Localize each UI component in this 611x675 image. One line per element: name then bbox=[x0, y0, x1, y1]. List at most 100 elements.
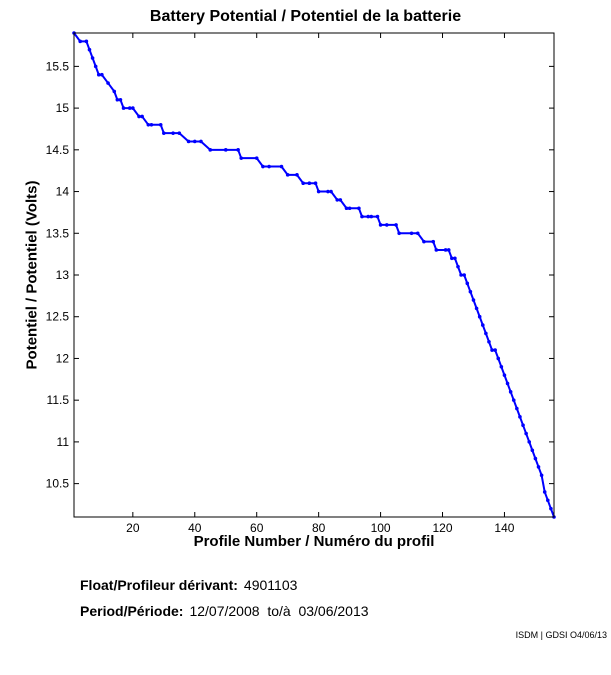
credit-text: ISDM | GDSI O4/06/13 bbox=[515, 630, 607, 640]
data-point bbox=[443, 248, 448, 252]
data-point bbox=[536, 465, 541, 469]
data-point bbox=[459, 273, 463, 277]
data-point bbox=[326, 189, 330, 194]
chart-title: Battery Potential / Potentiel de la batt… bbox=[149, 8, 462, 25]
data-point bbox=[267, 164, 271, 169]
data-point bbox=[87, 47, 92, 52]
data-point bbox=[542, 490, 547, 494]
x-axis-label: Profile Number / Numéro du profil bbox=[193, 533, 435, 550]
data-point bbox=[434, 248, 439, 252]
data-point bbox=[115, 97, 120, 102]
data-point bbox=[521, 423, 525, 428]
y-tick-label: 13 bbox=[56, 268, 70, 282]
y-tick-label: 11.5 bbox=[47, 393, 70, 407]
data-point bbox=[90, 56, 95, 60]
data-point bbox=[465, 281, 470, 286]
data-point bbox=[208, 148, 213, 152]
data-point bbox=[549, 506, 553, 511]
data-point bbox=[505, 381, 510, 386]
data-point bbox=[239, 156, 244, 160]
data-point bbox=[301, 181, 305, 186]
data-point bbox=[285, 173, 290, 177]
y-tick-label: 13.5 bbox=[46, 226, 70, 240]
plot-frame bbox=[73, 32, 555, 518]
float-label: Float/Profileur dérivant: bbox=[80, 577, 238, 593]
data-point bbox=[394, 223, 398, 227]
float-value: 4901103 bbox=[243, 577, 298, 593]
float-info: Float/Profileur dérivant: 4901103 bbox=[80, 577, 297, 593]
data-point bbox=[236, 148, 240, 152]
data-point bbox=[456, 264, 460, 269]
data-point bbox=[360, 214, 364, 219]
data-point bbox=[369, 214, 374, 219]
data-point bbox=[366, 214, 370, 219]
y-tick-label: 14.5 bbox=[46, 143, 70, 157]
period-value: 12/07/2008 to/à 03/06/2013 bbox=[189, 603, 369, 619]
data-point bbox=[347, 206, 352, 211]
data-point bbox=[192, 139, 197, 144]
data-point bbox=[450, 256, 454, 261]
data-point bbox=[140, 114, 144, 119]
data-point bbox=[131, 106, 135, 110]
data-point bbox=[502, 373, 507, 377]
data-point bbox=[149, 122, 154, 127]
data-point bbox=[199, 139, 203, 144]
data-point bbox=[409, 231, 414, 236]
data-point bbox=[186, 139, 191, 144]
data-point bbox=[146, 122, 151, 127]
x-tick-label: 40 bbox=[188, 521, 202, 535]
data-point bbox=[511, 398, 516, 402]
data-point bbox=[384, 223, 389, 227]
data-point bbox=[335, 198, 340, 202]
data-point bbox=[378, 223, 383, 227]
x-tick-label: 20 bbox=[126, 521, 140, 535]
data-point bbox=[93, 64, 98, 69]
x-tick-label: 120 bbox=[433, 521, 453, 535]
data-point bbox=[254, 156, 259, 160]
data-point bbox=[480, 323, 485, 327]
data-point bbox=[477, 314, 482, 319]
data-point bbox=[518, 415, 522, 419]
data-point bbox=[112, 89, 117, 94]
data-point bbox=[357, 206, 361, 211]
data-point bbox=[316, 189, 321, 194]
y-tick-label: 11 bbox=[57, 435, 70, 449]
data-point bbox=[171, 131, 175, 135]
y-tick-label: 15 bbox=[56, 101, 70, 115]
period-info: Period/Période: 12/07/2008 to/à 03/06/201… bbox=[80, 603, 369, 619]
data-point bbox=[162, 131, 166, 135]
data-point bbox=[422, 239, 426, 244]
period-label: Period/Période: bbox=[80, 603, 184, 619]
data-point bbox=[106, 81, 110, 85]
data-point bbox=[462, 273, 466, 277]
data-point bbox=[279, 164, 284, 169]
data-point bbox=[329, 189, 333, 194]
axis-ticks: 20 40 60 80 100 120 140 10.5 11 11.5 12 12.5 13 13.5 1… bbox=[46, 33, 554, 535]
data-point bbox=[137, 114, 141, 119]
data-point bbox=[487, 339, 491, 344]
data-point bbox=[158, 122, 163, 127]
data-point bbox=[223, 148, 228, 152]
data-point bbox=[493, 348, 497, 352]
x-tick-label: 100 bbox=[371, 521, 391, 535]
y-axis-label: Potentiel / Potentiel (Volts) bbox=[23, 180, 41, 370]
data-point bbox=[496, 356, 501, 361]
data-point bbox=[490, 348, 494, 352]
data-point bbox=[546, 498, 550, 503]
data-point bbox=[177, 131, 182, 135]
data-point bbox=[338, 198, 343, 202]
data-point bbox=[313, 181, 318, 186]
data-point bbox=[533, 456, 538, 461]
data-point bbox=[78, 39, 82, 44]
data-point bbox=[453, 256, 457, 261]
data-point bbox=[375, 214, 380, 219]
data-point bbox=[539, 473, 544, 478]
data-point bbox=[261, 164, 265, 169]
data-point bbox=[96, 72, 101, 77]
x-tick-label: 140 bbox=[494, 521, 514, 535]
data-point bbox=[344, 206, 349, 211]
data-point bbox=[446, 248, 451, 252]
data-point bbox=[468, 289, 473, 294]
y-tick-label: 15.5 bbox=[46, 59, 70, 73]
